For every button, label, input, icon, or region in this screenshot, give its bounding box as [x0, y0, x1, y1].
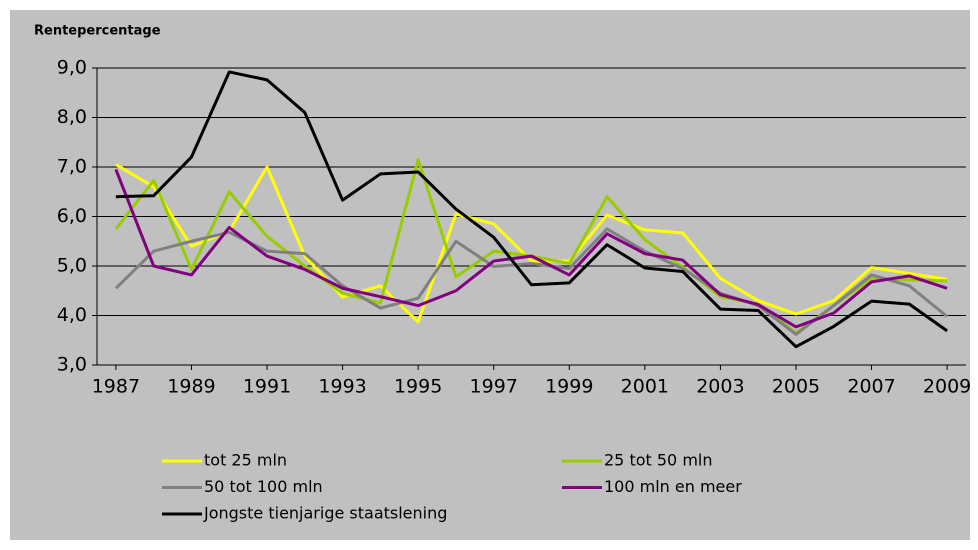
legend-label: Jongste tienjarige staatslening — [203, 504, 447, 523]
legend-label: 25 tot 50 mln — [604, 451, 712, 470]
x-tick-label: 2001 — [621, 376, 669, 398]
y-tick-label: 9,0 — [57, 57, 87, 79]
series-line — [115, 70, 948, 349]
x-tick-label: 2003 — [696, 376, 744, 398]
x-tick-label: 2009 — [923, 376, 971, 398]
y-tick-label: 4,0 — [57, 304, 87, 326]
chart-background — [10, 10, 970, 540]
legend-label: 100 mln en meer — [604, 477, 742, 496]
x-tick-label: 2005 — [772, 376, 820, 398]
x-tick-label: 1997 — [470, 376, 518, 398]
x-tick-label: 1989 — [167, 376, 215, 398]
y-tick-label: 5,0 — [57, 255, 87, 277]
series-line — [115, 163, 948, 324]
y-tick-label: 6,0 — [57, 205, 87, 227]
chart-title: Rentepercentage — [34, 24, 161, 39]
y-tick-label: 7,0 — [57, 156, 87, 178]
x-tick-label: 1993 — [318, 376, 366, 398]
series-line — [114, 168, 948, 329]
x-tick-label: 2007 — [847, 376, 895, 398]
x-tick-label: 1995 — [394, 376, 442, 398]
x-tick-label: 1987 — [92, 376, 140, 398]
legend-label: 50 tot 100 mln — [204, 477, 323, 496]
legend-label: tot 25 mln — [204, 451, 287, 470]
x-tick-label: 1999 — [545, 376, 593, 398]
y-tick-label: 3,0 — [57, 354, 87, 376]
y-tick-label: 8,0 — [57, 106, 87, 128]
x-tick-label: 1991 — [243, 376, 291, 398]
